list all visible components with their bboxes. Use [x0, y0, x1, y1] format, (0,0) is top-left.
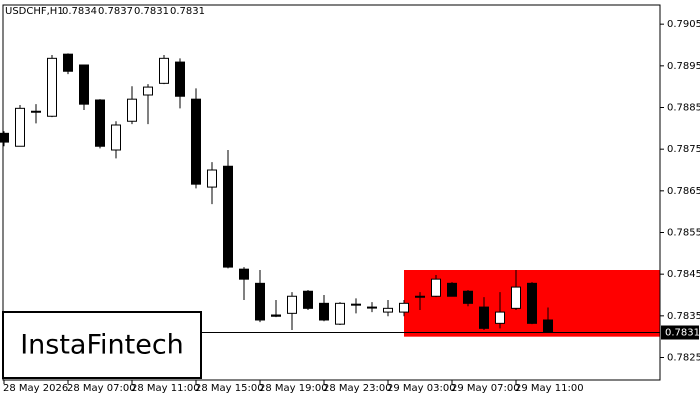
- candle-body: [255, 282, 265, 321]
- candle-body: [527, 282, 537, 324]
- candle-body: [127, 98, 137, 122]
- x-tick-label: 28 May 23:00: [323, 383, 392, 394]
- watermark: InstaFintech: [20, 330, 184, 361]
- candle-body: [31, 110, 41, 113]
- plot-area: [0, 53, 660, 337]
- x-tick-label: 28 May 19:00: [259, 383, 328, 394]
- candle-body: [511, 286, 521, 309]
- candle-body: [271, 314, 281, 317]
- y-tick-label: 0.7895: [667, 61, 700, 72]
- y-tick-label: 0.7845: [667, 269, 700, 280]
- candle-body: [207, 169, 217, 188]
- y-tick-label: 0.7825: [667, 353, 700, 364]
- x-tick-label: 29 May 07:00: [451, 383, 520, 394]
- candle-body: [383, 307, 393, 313]
- x-tick-label: 28 May 2026: [3, 383, 68, 394]
- candle-body: [367, 306, 377, 309]
- candle-body: [495, 311, 505, 324]
- watermark-box: [2, 311, 202, 379]
- candle-body: [431, 278, 441, 297]
- y-tick-label: 0.7865: [667, 186, 700, 197]
- x-tick-label: 28 May 11:00: [131, 383, 200, 394]
- candle-body: [351, 303, 361, 306]
- x-tick-label: 29 May 11:00: [515, 383, 584, 394]
- candle-body: [15, 107, 25, 147]
- symbol: USDCHF,H1: [5, 6, 64, 17]
- candle-body: [191, 98, 201, 185]
- candle-body: [143, 86, 153, 96]
- candle-body: [287, 295, 297, 314]
- candle-body: [399, 302, 409, 313]
- candle-body: [335, 302, 345, 325]
- header-value: 0.7831: [134, 6, 169, 17]
- price-label: 0.7831: [665, 328, 700, 339]
- candle-body: [63, 53, 73, 72]
- candle-body: [303, 290, 313, 309]
- y-tick-label: 0.7885: [667, 103, 700, 114]
- candle-body: [415, 295, 425, 298]
- candle-body: [47, 57, 57, 117]
- header-value: 0.7834: [62, 6, 97, 17]
- header-value: 0.7831: [170, 6, 205, 17]
- y-tick-label: 0.7855: [667, 228, 700, 239]
- header-value: 0.7837: [98, 6, 133, 17]
- candle-body: [0, 132, 9, 143]
- candle-body: [479, 306, 489, 329]
- candle-body: [159, 57, 169, 84]
- plot-frame: [2, 4, 661, 381]
- y-tick-label: 0.7905: [667, 19, 700, 30]
- x-tick-label: 28 May 07:00: [67, 383, 136, 394]
- x-tick-label: 29 May 03:00: [387, 383, 456, 394]
- candle-body: [463, 290, 473, 304]
- candle-body: [79, 64, 89, 105]
- candle-body: [111, 124, 121, 151]
- candle-body: [319, 302, 329, 321]
- y-tick-label: 0.7835: [667, 311, 700, 322]
- price-label-box: [661, 325, 699, 340]
- candle-body: [447, 282, 457, 297]
- candle-body: [239, 268, 249, 280]
- y-tick-label: 0.7875: [667, 144, 700, 155]
- candle-body: [543, 319, 553, 333]
- candle-body: [175, 61, 185, 97]
- candle-body: [95, 99, 105, 147]
- candle-body: [223, 165, 233, 268]
- x-tick-label: 28 May 15:00: [195, 383, 264, 394]
